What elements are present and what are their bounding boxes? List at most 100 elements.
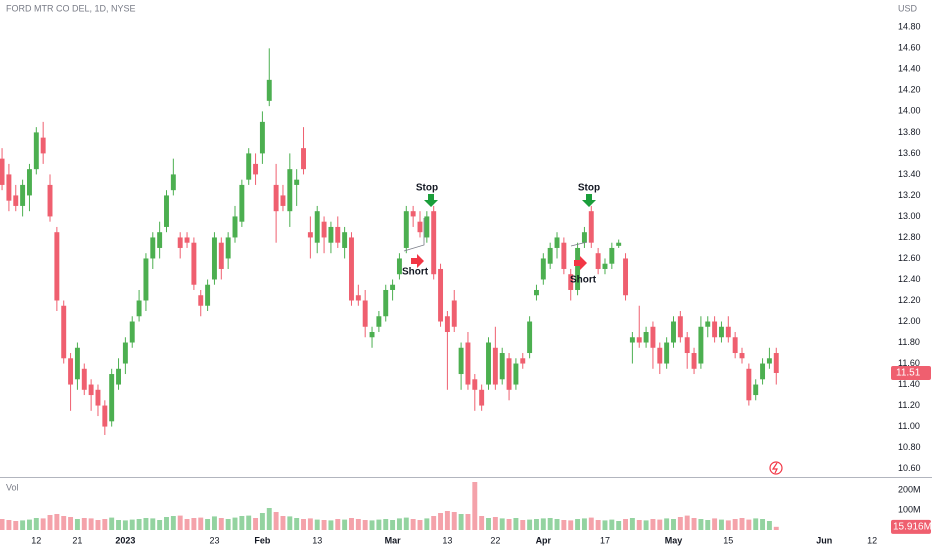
candle-body bbox=[492, 347, 498, 385]
volume-bar bbox=[520, 520, 526, 530]
candle-body bbox=[239, 184, 245, 222]
candle-body bbox=[684, 337, 690, 354]
candle-body bbox=[198, 295, 204, 306]
y-tick-label: 11.00 bbox=[898, 421, 920, 431]
candle-body bbox=[424, 216, 430, 238]
candle-body bbox=[205, 284, 211, 306]
volume-bar bbox=[712, 518, 718, 530]
annotation-arrow bbox=[424, 194, 438, 207]
volume-bar bbox=[609, 519, 615, 530]
candle-body bbox=[581, 232, 587, 243]
volume-bar bbox=[410, 519, 416, 530]
volume-bar bbox=[246, 515, 252, 530]
annotation-connector bbox=[403, 218, 425, 252]
candle-body bbox=[294, 179, 300, 185]
volume-bar bbox=[499, 518, 505, 530]
icon-circle[interactable] bbox=[769, 461, 783, 475]
candle-body bbox=[225, 237, 231, 259]
replay-icon[interactable] bbox=[769, 461, 783, 475]
volume-bar bbox=[486, 518, 491, 530]
x-tick-label: 13 bbox=[442, 535, 452, 545]
candle-body bbox=[396, 258, 402, 275]
candle-body bbox=[520, 358, 526, 364]
volume-bar bbox=[629, 518, 635, 530]
x-tick-label: Jun bbox=[816, 535, 832, 545]
candle-body bbox=[718, 326, 724, 338]
candle-body bbox=[410, 211, 416, 217]
y-tick-label: 12.80 bbox=[898, 232, 921, 242]
volume-bar bbox=[623, 519, 629, 530]
candle-body bbox=[321, 221, 327, 238]
last-volume-label: 15.916M bbox=[893, 521, 932, 532]
x-tick-label: 15 bbox=[723, 535, 733, 545]
candle-body bbox=[0, 158, 5, 185]
volume-bar bbox=[198, 517, 204, 530]
candle-body bbox=[513, 363, 519, 385]
volume-bar bbox=[54, 514, 60, 530]
candle-body bbox=[54, 232, 60, 301]
volume-bar bbox=[74, 519, 80, 530]
candle-body bbox=[540, 258, 546, 280]
candle-body bbox=[383, 289, 389, 317]
volume-bar bbox=[259, 513, 265, 530]
candle-body bbox=[307, 232, 313, 238]
x-tick-label: Feb bbox=[254, 535, 271, 545]
volume-bar bbox=[26, 519, 32, 530]
volume-bar bbox=[150, 518, 156, 530]
candle-body bbox=[376, 316, 382, 327]
volume-bar bbox=[383, 519, 389, 530]
candle-body bbox=[451, 300, 457, 327]
y-tick-label: 13.80 bbox=[898, 127, 921, 137]
volume-bar bbox=[732, 519, 738, 530]
volume-bar bbox=[355, 519, 361, 530]
volume-bar bbox=[129, 519, 135, 530]
volume-bar bbox=[321, 520, 327, 530]
candle-body bbox=[349, 237, 354, 301]
volume-bar bbox=[479, 516, 485, 530]
candle-body bbox=[150, 237, 156, 259]
volume-bar bbox=[335, 519, 341, 530]
candle-body bbox=[739, 353, 745, 359]
candle-body bbox=[218, 242, 224, 269]
volume-bar bbox=[13, 521, 19, 530]
candle-body bbox=[369, 332, 375, 338]
annotation-connector bbox=[570, 241, 588, 247]
candle-body bbox=[595, 253, 601, 269]
y-tick-label: 13.20 bbox=[898, 190, 921, 200]
candle-body bbox=[643, 332, 649, 343]
volume-bar bbox=[643, 520, 649, 530]
candle-body bbox=[657, 347, 663, 364]
candle-body bbox=[671, 321, 676, 343]
volume-bar bbox=[575, 519, 581, 530]
candle-body bbox=[705, 321, 711, 327]
volume-title: Vol bbox=[6, 482, 19, 492]
volume-bar bbox=[602, 520, 608, 530]
candle-body bbox=[68, 358, 74, 385]
candle-body bbox=[74, 347, 80, 380]
volume-bar bbox=[396, 518, 402, 530]
candle-body bbox=[81, 368, 87, 390]
y-tick-label: 10.60 bbox=[898, 463, 921, 473]
candle-body bbox=[746, 368, 752, 401]
volume-bar bbox=[328, 520, 334, 530]
volume-bar bbox=[0, 519, 5, 530]
volume-bar bbox=[773, 526, 779, 530]
y-tick-label: 12.40 bbox=[898, 274, 921, 284]
y-tick-label: 10.80 bbox=[898, 442, 921, 452]
y2-tick-label: 100M bbox=[898, 504, 921, 514]
volume-bar bbox=[492, 517, 498, 530]
volume-bar bbox=[534, 519, 539, 530]
candle-body bbox=[301, 148, 306, 170]
volume-bar bbox=[588, 517, 594, 530]
volume-bar bbox=[540, 518, 546, 530]
volume-bar bbox=[102, 519, 108, 530]
icon-bolt[interactable] bbox=[771, 462, 778, 474]
y-tick-label: 13.60 bbox=[898, 148, 921, 158]
volume-bar bbox=[616, 521, 622, 530]
annotation-label: Short bbox=[570, 275, 597, 286]
y2-tick-label: 200M bbox=[898, 484, 921, 494]
candle-body bbox=[403, 211, 409, 248]
chart-title: FORD MTR CO DEL, 1D, NYSE bbox=[6, 3, 136, 13]
candle-body bbox=[732, 337, 738, 354]
candle-body bbox=[13, 195, 19, 206]
